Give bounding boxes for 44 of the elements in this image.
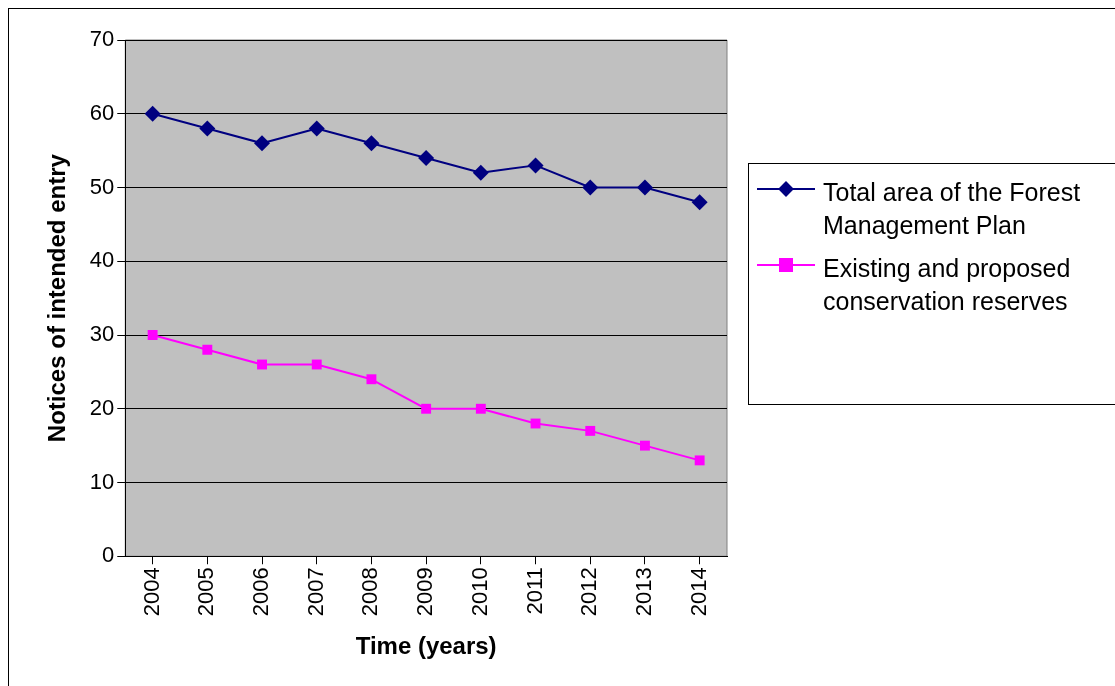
y-tick-label: 50 bbox=[89, 173, 115, 199]
legend-label: Total area of the Forest Management Plan bbox=[823, 177, 1082, 241]
point bbox=[640, 440, 650, 451]
y-tick-label: 20 bbox=[89, 394, 115, 420]
point bbox=[254, 135, 271, 152]
x-tick-label: 2011 bbox=[521, 567, 547, 615]
point bbox=[147, 330, 158, 340]
point bbox=[308, 120, 325, 137]
y-axis-title: Notices of intended entry bbox=[43, 153, 71, 443]
point bbox=[257, 359, 267, 370]
point bbox=[585, 425, 596, 436]
point bbox=[418, 150, 435, 166]
x-tick-label: 2005 bbox=[193, 567, 219, 617]
point bbox=[144, 105, 161, 122]
x-tick-label: 2006 bbox=[248, 567, 274, 617]
point bbox=[202, 344, 213, 355]
point bbox=[582, 179, 599, 196]
point bbox=[199, 120, 216, 137]
point bbox=[421, 403, 432, 414]
point bbox=[694, 455, 705, 466]
point bbox=[527, 157, 544, 174]
x-tick-label: 2010 bbox=[466, 567, 492, 617]
point bbox=[691, 194, 708, 211]
x-axis-title: Time (years) bbox=[355, 632, 497, 660]
legend-label: Existing and proposed conservation reserves bbox=[823, 253, 1072, 317]
point bbox=[366, 374, 377, 385]
x-tick-label: 2014 bbox=[685, 567, 711, 617]
y-tick-label: 10 bbox=[89, 468, 115, 494]
x-tick-label: 2013 bbox=[631, 567, 657, 617]
x-tick-label: 2007 bbox=[302, 567, 328, 617]
x-tick-label: 2009 bbox=[412, 567, 438, 617]
y-tick-label: 40 bbox=[89, 247, 115, 273]
point bbox=[311, 359, 322, 370]
point bbox=[472, 164, 489, 181]
y-tick-label: 30 bbox=[89, 321, 115, 347]
point bbox=[475, 403, 486, 414]
y-tick-label: 0 bbox=[102, 542, 115, 568]
point bbox=[363, 135, 380, 152]
point bbox=[636, 179, 653, 196]
x-tick-label: 2004 bbox=[138, 567, 164, 617]
y-tick-label: 70 bbox=[89, 26, 115, 52]
x-tick-label: 2008 bbox=[357, 567, 383, 617]
y-tick-label: 60 bbox=[89, 99, 115, 125]
x-tick-label: 2012 bbox=[576, 567, 602, 617]
